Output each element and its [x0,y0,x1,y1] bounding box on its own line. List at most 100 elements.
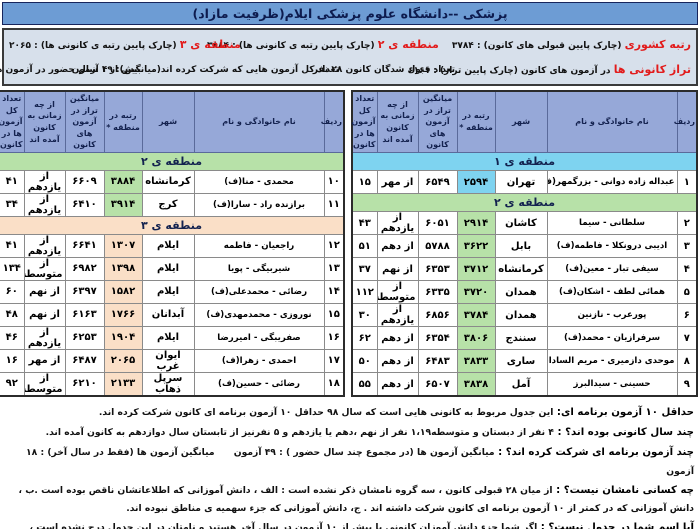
footnote-4: چه کسانی نامشان نیست؟ : از میان ۲۸ قبولی… [6,481,695,519]
cell-student-name: موحدی دازمیری - مریم السادات(ف) [546,349,678,374]
cell-total-exams: ۹۲ [0,371,25,397]
cell-student-name: سلطانی - سیما [546,211,678,236]
cell-student-name: سرفرازیان - محمد(ف) [546,326,678,351]
cell-total-exams: ۴۱ [0,169,25,194]
score-quartile-stat: تراز کانونی ها در آزمون های کانون (چارک … [408,63,691,76]
summary-row-1: رتبه کشوری (چارک پایین قبولی های کانون) … [9,32,691,57]
col-header-region-rank: رتبه در منطقه * [456,90,496,153]
cell-row-number: ۱۷ [323,348,345,373]
footnote-lead: آیا اسم شما در جدول نیست؟ : [537,522,694,529]
admitted-count-stat: تعداد قبول شدگان کانون ۲۸ نفر [312,64,455,75]
national-rank-stat: رتبه کشوری (چارک پایین قبولی های کانون) … [451,38,691,51]
cell-city: کرمانشاه [141,169,195,194]
cell-row-number: ۳ [676,234,698,259]
national-rank-label: رتبه کشوری [624,38,691,51]
student-row: ۱۴ رضائی - محمدعلی(ف) ایلام ۱۵۸۲ ۶۳۹۷ از نهم ۶… [0,279,345,304]
student-row: ۱۶ صفریبگی - امیررضا ایلام ۱۹۰۴ ۶۲۵۳ از یازده… [0,325,345,350]
region-section-row: منطقه ی ۲ [0,151,345,171]
student-row: ۷ سرفرازیان - محمد(ف) سنندج ۳۸۰۶ ۶۳۵۴ از دهم ۶… [351,326,698,351]
cell-row-number: ۱۰ [323,169,345,194]
student-row: ۱۱ برازنده راد - سارا(ف) کرج ۳۹۱۴ ۶۴۱۰ از یاز… [0,192,345,217]
col-header-avg-score: میانگین تراز در آزمون های کانون [417,90,458,153]
cell-since: از دهم [376,326,419,351]
region2-value: (چارک پایین رتبه ی کانونی ها) : ۳۸۸۴ [207,41,375,51]
student-row: ۴ سیفی تبار - معین(ف) کرمانشاه ۳۷۱۲ ۶۳۵۳ از ن… [351,257,698,282]
cell-row-number: ۱۲ [323,233,345,258]
cell-city: آمل [494,372,548,397]
footnote-text: اگر شما جزء دانش آموزان کانونی با بیش از… [29,522,538,529]
cell-total-exams: ۴۶ [0,325,25,350]
region3-label: منطقه ی ۳ [179,38,241,51]
cell-row-number: ۱ [676,169,698,195]
cell-row-number: ۱۵ [323,302,345,327]
cell-total-exams: ۶۲ [351,326,378,351]
cell-city: ایلام [141,256,195,281]
cell-student-name: حسینی - سیدالبرز [546,372,678,397]
cell-student-name: رضائی - حسین(ف) [193,371,325,397]
cell-region-rank: ۳۸۰۶ [456,326,496,351]
cell-avg-score: ۶۵۴۹ [417,169,458,195]
cell-student-name: عبداله زاده دوانی - بزرگمهر(ف) [546,169,678,195]
cell-avg-score: ۶۹۸۲ [64,256,105,281]
cell-since: از متوسطه۱ [23,371,66,397]
footnotes: حداقل ۱۰ آزمون برنامه ای: این جدول مربوط… [2,397,698,529]
cell-avg-score: ۶۴۱۰ [64,192,105,217]
cell-avg-score: ۶۴۸۷ [64,348,105,373]
cell-student-name: صفریبگی - امیررضا [193,325,325,350]
footnote-lead: چند سال کانونی بوده اند؟ : [553,426,694,438]
cell-student-name: همائی لطف - اشکان(ف) [546,280,678,305]
footnote-text: این جدول مربوط به کانونی هایی است که سال… [98,406,554,418]
cell-row-number: ۱۶ [323,325,345,350]
region-section-label: منطقه ی ۲ [351,193,698,213]
cell-row-number: ۵ [676,280,698,305]
col-header-since: از چه زمانی به کانون آمده اند [376,90,419,153]
cell-since: از متوسطه۱ [376,280,419,305]
cell-student-name: برازنده راد - سارا(ف) [193,192,325,217]
table-header-row: ردیف نام خانوادگی و نام شهر رتبه در منطق… [0,90,345,153]
cell-row-number: ۹ [676,372,698,397]
cell-city: سنندج [494,326,548,351]
col-header-total-exams: تعداد کل آزمون ها در کانون [351,90,378,153]
cell-region-rank: ۱۳۰۷ [103,233,143,258]
cell-since: از متوسطه۱ [23,256,66,281]
cell-student-name: پورعرب - نازنین [546,303,678,328]
cell-city: آبدانان [141,302,195,327]
cell-city: کرج [141,192,195,217]
footnote-lead: چند آزمون برنامه ای شرکت کرده اند؟ : [494,446,694,458]
cell-region-rank: ۲۰۶۵ [103,348,143,373]
national-rank-value: (چارک پایین قبولی های کانون) : ۳۷۸۴ [451,41,622,51]
cell-city: کرمانشاه [494,257,548,282]
student-row: ۹ حسینی - سیدالبرز آمل ۳۸۳۸ ۶۵۰۷ از دهم ۵۵ [351,372,698,397]
col-header-name: نام خانوادگی و نام [193,90,325,153]
cell-city: ایوان غرب [141,348,195,373]
col-header-avg-score: میانگین تراز در آزمون های کانون [64,90,105,153]
avg-exams-stat: تعداد کل آزمون هایی که شرکت کرده اند(میا… [71,64,339,75]
cell-city: ایلام [141,325,195,350]
region-section-label: منطقه ی ۳ [0,215,345,235]
students-table-left: ردیف نام خانوادگی و نام شهر رتبه در منطق… [0,90,345,397]
region2-label: منطقه ی ۲ [377,38,439,51]
student-row: ۱ عبداله زاده دوانی - بزرگمهر(ف) تهران ۲۵۹۴… [351,169,698,195]
cell-total-exams: ۳۴ [0,192,25,217]
footnote-text: از میان ۲۸ قبولی کانون ، سه گروه نامشان … [15,484,695,515]
cell-region-rank: ۳۹۱۴ [103,192,143,217]
cell-since: از مهر [23,348,66,373]
cell-total-exams: ۵۰ [351,349,378,374]
cell-since: از نهم [376,257,419,282]
cell-row-number: ۸ [676,349,698,374]
col-header-name: نام خانوادگی و نام [546,90,678,153]
cell-row-number: ۲ [676,211,698,236]
cell-city: ایلام [141,279,195,304]
cell-student-name: نوروزی - محمدمهدی(ف) [193,302,325,327]
cell-row-number: ۱۱ [323,192,345,217]
cell-student-name: رضائی - محمدعلی(ف) [193,279,325,304]
cell-avg-score: ۵۷۸۸ [417,234,458,259]
cell-student-name: سیفی تبار - معین(ف) [546,257,678,282]
cell-student-name: ادیبی درونکلا - فاطمه(ف) [546,234,678,259]
cell-avg-score: ۶۲۱۰ [64,371,105,397]
cell-region-rank: ۳۶۲۲ [456,234,496,259]
cell-student-name: احمدی - زهرا(ف) [193,348,325,373]
col-header-region-rank: رتبه در منطقه * [103,90,143,153]
cell-since: از دهم [376,234,419,259]
